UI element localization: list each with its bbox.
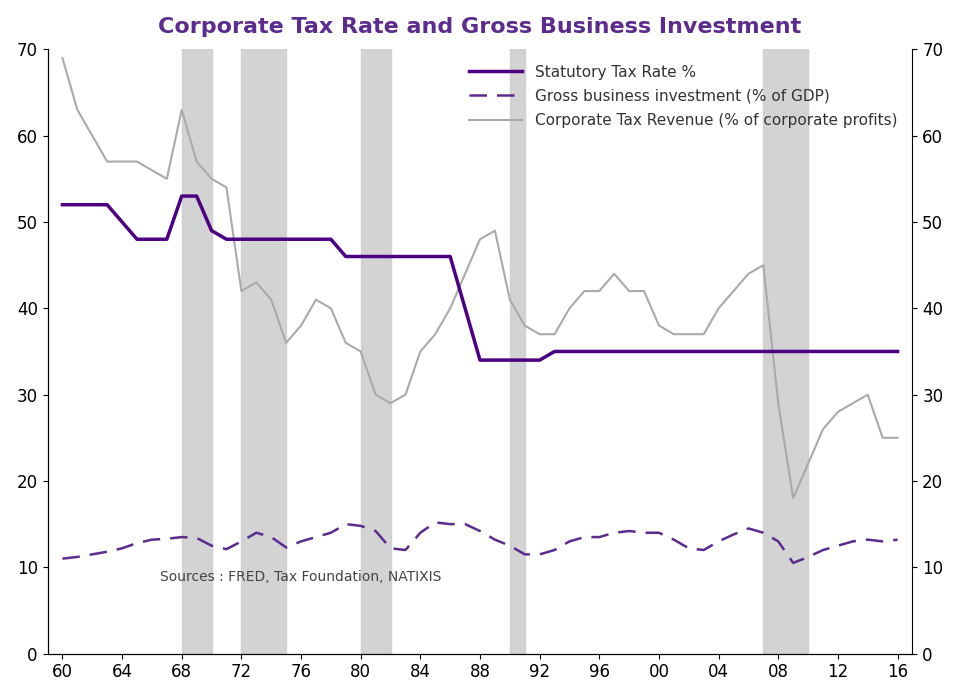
Text: Sources : FRED, Tax Foundation, NATIXIS: Sources : FRED, Tax Foundation, NATIXIS [160, 570, 442, 584]
Gross business investment (% of GDP) [57, 554, 68, 563]
Gross business investment (% of GDP) [787, 559, 799, 567]
Line: Gross business investment (% of GDP): Gross business investment (% of GDP) [62, 522, 898, 563]
Corporate Tax Revenue (% of corporate profits) [892, 433, 903, 442]
Statutory Tax Rate % [653, 348, 664, 356]
Corporate Tax Revenue (% of corporate profits) [623, 287, 635, 295]
Line: Corporate Tax Revenue (% of corporate profits): Corporate Tax Revenue (% of corporate pr… [62, 58, 898, 498]
Bar [181, 50, 211, 653]
Bar [510, 50, 525, 653]
Bar [763, 50, 808, 653]
Gross business investment (% of GDP) [86, 550, 98, 558]
Legend: Statutory Tax Rate %, Gross business investment (% of GDP), Corporate Tax Revenu: Statutory Tax Rate %, Gross business inv… [462, 57, 905, 135]
Statutory Tax Rate % [296, 235, 307, 244]
Statutory Tax Rate % [57, 200, 68, 209]
Gross business investment (% of GDP) [653, 528, 664, 537]
Gross business investment (% of GDP) [638, 528, 650, 537]
Statutory Tax Rate % [176, 192, 187, 200]
Corporate Tax Revenue (% of corporate profits) [787, 494, 799, 503]
Statutory Tax Rate % [429, 252, 441, 260]
Gross business investment (% of GDP) [102, 547, 113, 556]
Gross business investment (% of GDP) [429, 518, 441, 526]
Statutory Tax Rate % [86, 200, 98, 209]
Bar [361, 50, 391, 653]
Corporate Tax Revenue (% of corporate profits) [280, 339, 292, 347]
Statutory Tax Rate % [102, 200, 113, 209]
Bar [241, 50, 286, 653]
Corporate Tax Revenue (% of corporate profits) [638, 287, 650, 295]
Title: Corporate Tax Rate and Gross Business Investment: Corporate Tax Rate and Gross Business In… [158, 17, 802, 37]
Corporate Tax Revenue (% of corporate profits) [86, 131, 98, 140]
Gross business investment (% of GDP) [892, 535, 903, 544]
Corporate Tax Revenue (% of corporate profits) [102, 157, 113, 165]
Statutory Tax Rate % [668, 348, 680, 356]
Gross business investment (% of GDP) [415, 528, 426, 537]
Line: Statutory Tax Rate %: Statutory Tax Rate % [62, 196, 898, 360]
Corporate Tax Revenue (% of corporate profits) [57, 54, 68, 62]
Gross business investment (% of GDP) [280, 543, 292, 551]
Statutory Tax Rate % [474, 356, 486, 364]
Statutory Tax Rate % [892, 348, 903, 356]
Corporate Tax Revenue (% of corporate profits) [415, 348, 426, 356]
